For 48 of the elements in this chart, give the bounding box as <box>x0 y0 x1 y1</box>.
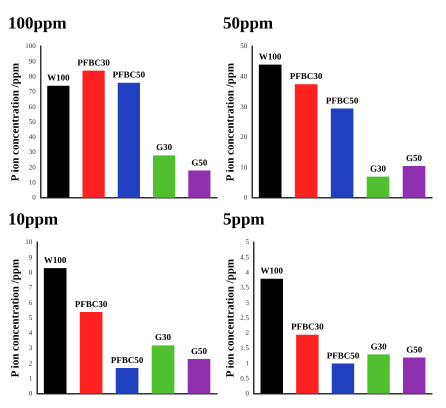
x-tick-label: G30 <box>156 142 173 152</box>
bar <box>188 358 210 394</box>
x-tick-label: PFBC30 <box>77 57 110 68</box>
x-tick-label: PFBC50 <box>112 70 146 80</box>
bar <box>367 354 390 394</box>
bar <box>366 176 390 198</box>
x-tick-label: PFBC30 <box>291 322 324 332</box>
chart-title: 10ppm <box>8 210 58 229</box>
x-tick-label: PFBC30 <box>74 298 108 309</box>
x-tick-label: G50 <box>406 344 423 354</box>
bar <box>260 278 283 394</box>
bar <box>152 345 174 394</box>
bar <box>47 86 70 198</box>
x-tick-label: G50 <box>191 157 208 168</box>
bar <box>294 84 318 198</box>
x-tick-label: G50 <box>191 346 208 356</box>
bar <box>258 64 282 198</box>
x-tick-label: W100 <box>47 72 70 83</box>
x-tick-label: G30 <box>370 341 388 352</box>
x-tick-label: G50 <box>406 152 423 163</box>
bar <box>330 108 354 198</box>
chart-title: 100ppm <box>8 14 67 33</box>
chart-title: 5ppm <box>223 210 265 229</box>
bar <box>118 82 140 198</box>
bar <box>82 70 105 198</box>
x-tick-label: PFBC50 <box>326 350 360 360</box>
y-axis-title: P ion concentration /ppm <box>224 258 236 378</box>
x-tick-label: W100 <box>260 266 284 276</box>
x-tick-label: PFBC30 <box>290 71 323 82</box>
bar <box>80 312 102 394</box>
x-tick-label: W100 <box>258 51 282 62</box>
bar <box>116 368 138 394</box>
bar <box>402 357 426 394</box>
bar <box>402 166 426 198</box>
x-tick-label: PFBC50 <box>110 354 144 365</box>
x-tick-label: PFBC50 <box>326 95 359 106</box>
bar <box>332 364 354 394</box>
chart-title: 50ppm <box>223 14 274 33</box>
bar <box>296 334 319 394</box>
y-axis-title: P ion concentration /ppm <box>224 62 236 182</box>
bar <box>44 268 67 394</box>
x-tick-label: W100 <box>44 254 67 265</box>
x-tick-label: G30 <box>155 332 172 342</box>
bar <box>153 155 176 198</box>
y-axis-title: P ion concentration /ppm <box>9 62 22 182</box>
y-axis-title: P ion concentration /ppm <box>9 258 22 378</box>
bar <box>188 170 210 198</box>
x-tick-label: G30 <box>370 163 387 174</box>
